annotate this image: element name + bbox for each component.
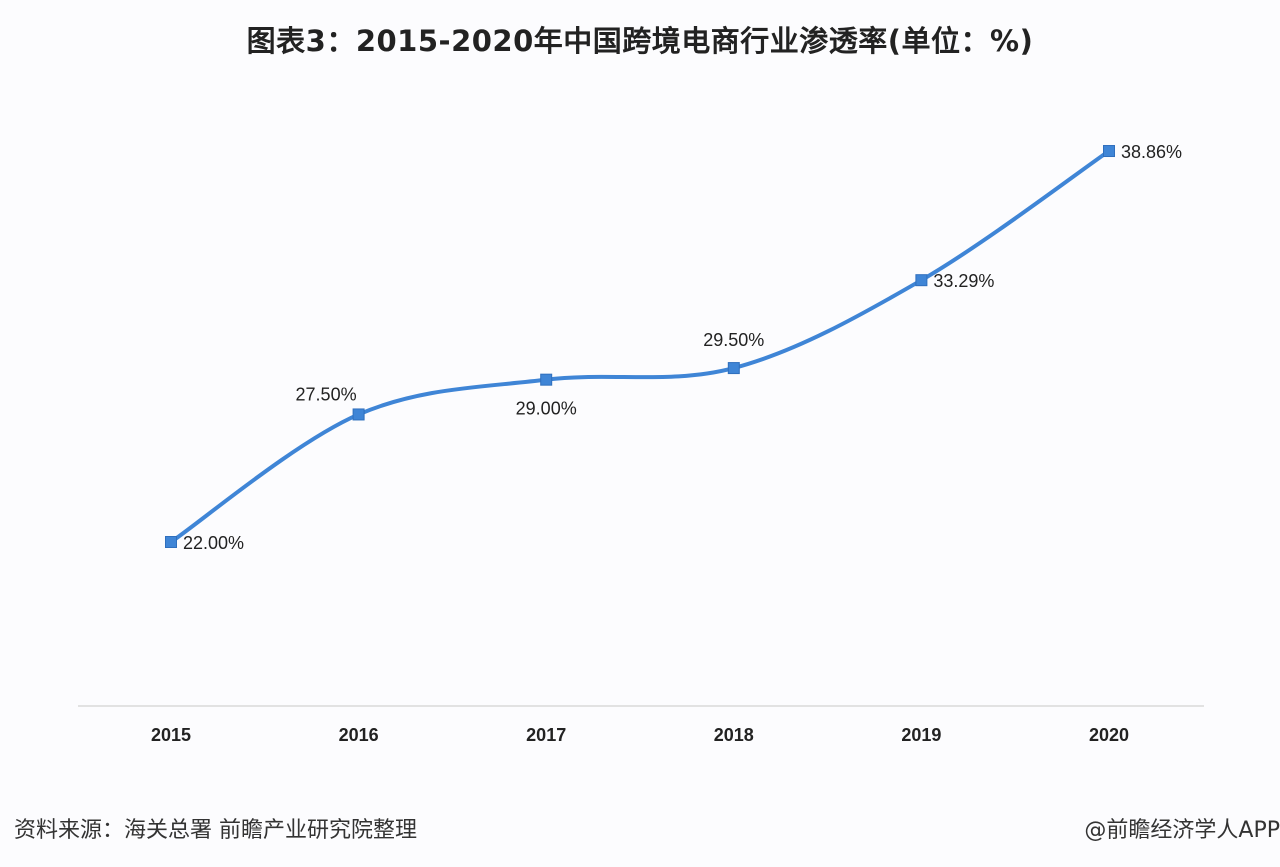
series-line [169,149,1111,544]
data-point-marker [540,373,553,386]
data-point-marker [352,408,365,421]
x-tick-label: 2020 [1089,725,1129,745]
data-label: 27.50% [296,384,357,404]
data-point-marker [727,362,740,375]
data-label: 33.29% [933,271,994,291]
x-tick-label: 2015 [151,725,191,745]
x-tick-label: 2016 [339,725,379,745]
data-label: 22.00% [183,533,244,553]
x-tick-label: 2017 [526,725,566,745]
credit-note: @前瞻经济学人APP [1084,818,1280,843]
data-point-marker [915,274,928,287]
chart-title: 图表3：2015-2020年中国跨境电商行业渗透率(单位：%) [246,24,1034,58]
data-point-marker [1103,145,1115,158]
data-label: 29.50% [703,330,764,350]
x-tick-label: 2018 [714,725,754,745]
data-point-marker [165,536,177,548]
source-note: 资料来源：海关总署 前瞻产业研究院整理 [14,818,417,843]
x-tick-label: 2019 [901,725,941,745]
data-label: 38.86% [1121,142,1182,162]
data-label: 29.00% [516,399,577,419]
